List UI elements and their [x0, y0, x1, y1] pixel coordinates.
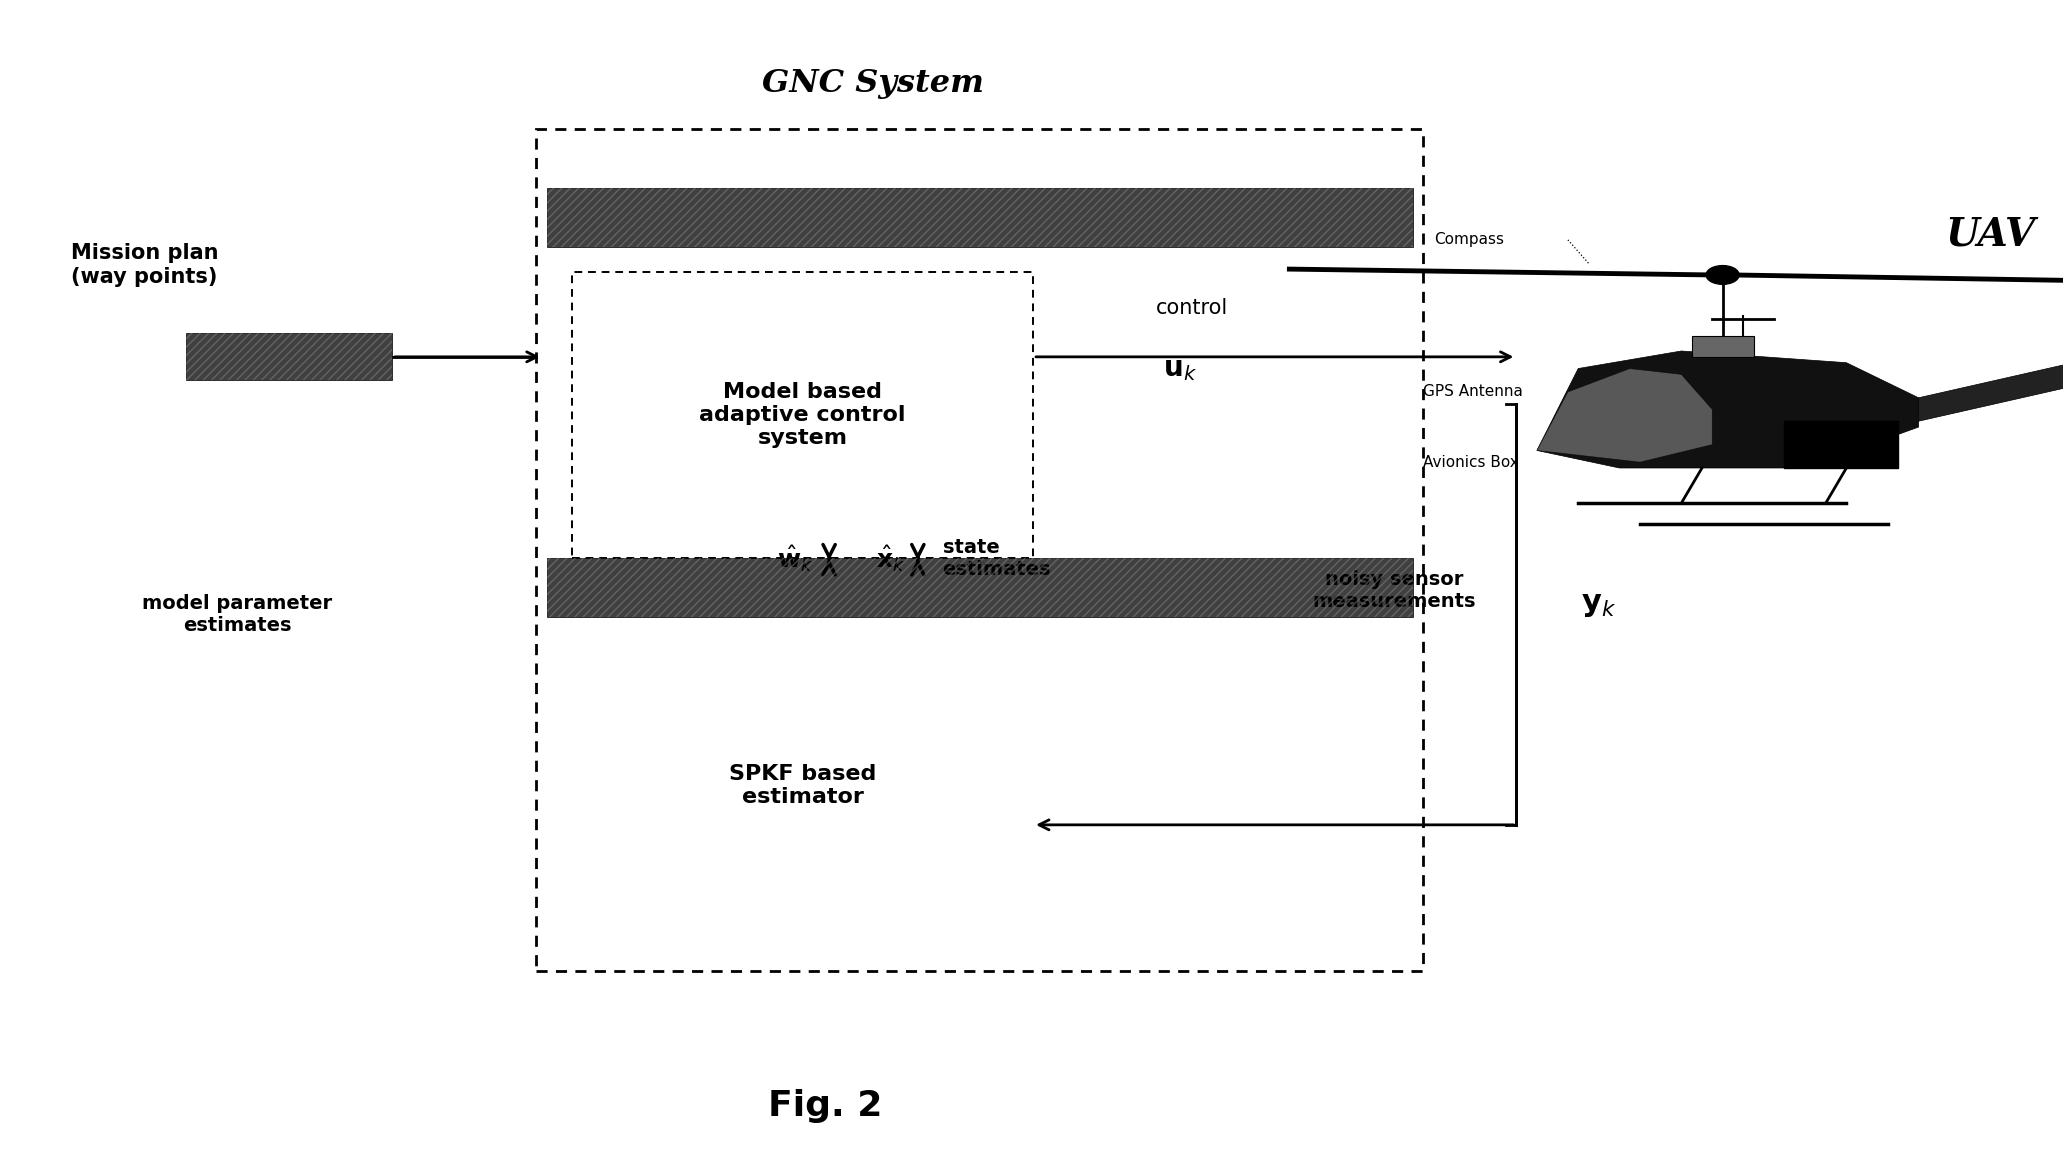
Circle shape — [1706, 266, 1739, 284]
Text: Avionics Box: Avionics Box — [1423, 455, 1518, 469]
FancyBboxPatch shape — [1692, 336, 1754, 357]
Text: $\hat{\mathbf{w}}_k$: $\hat{\mathbf{w}}_k$ — [776, 543, 813, 573]
Text: $\hat{\mathbf{x}}_k$: $\hat{\mathbf{x}}_k$ — [877, 543, 906, 573]
Text: $\mathbf{u}_k$: $\mathbf{u}_k$ — [1164, 355, 1197, 383]
Text: Compass: Compass — [1434, 233, 1504, 247]
Text: Mission plan
(way points): Mission plan (way points) — [70, 243, 219, 287]
FancyBboxPatch shape — [1784, 421, 1898, 468]
Text: state
estimates: state estimates — [943, 538, 1050, 579]
FancyBboxPatch shape — [186, 333, 392, 380]
Polygon shape — [1537, 351, 1919, 468]
Text: SPKF based
estimator: SPKF based estimator — [728, 764, 877, 807]
Text: control: control — [1155, 297, 1230, 318]
Text: noisy sensor
measurements: noisy sensor measurements — [1312, 570, 1477, 612]
Text: GNC System: GNC System — [763, 69, 984, 99]
Text: $\mathbf{y}_k$: $\mathbf{y}_k$ — [1580, 591, 1617, 619]
Text: model parameter
estimates: model parameter estimates — [142, 593, 332, 635]
Text: UAV: UAV — [1945, 215, 2036, 253]
FancyBboxPatch shape — [547, 558, 1413, 618]
FancyBboxPatch shape — [547, 187, 1413, 247]
Polygon shape — [1919, 339, 2063, 421]
Text: Model based
adaptive control
system: Model based adaptive control system — [699, 381, 906, 448]
Text: GPS Antenna: GPS Antenna — [1423, 385, 1522, 399]
Text: Fig. 2: Fig. 2 — [767, 1088, 883, 1123]
Polygon shape — [1537, 369, 1712, 462]
